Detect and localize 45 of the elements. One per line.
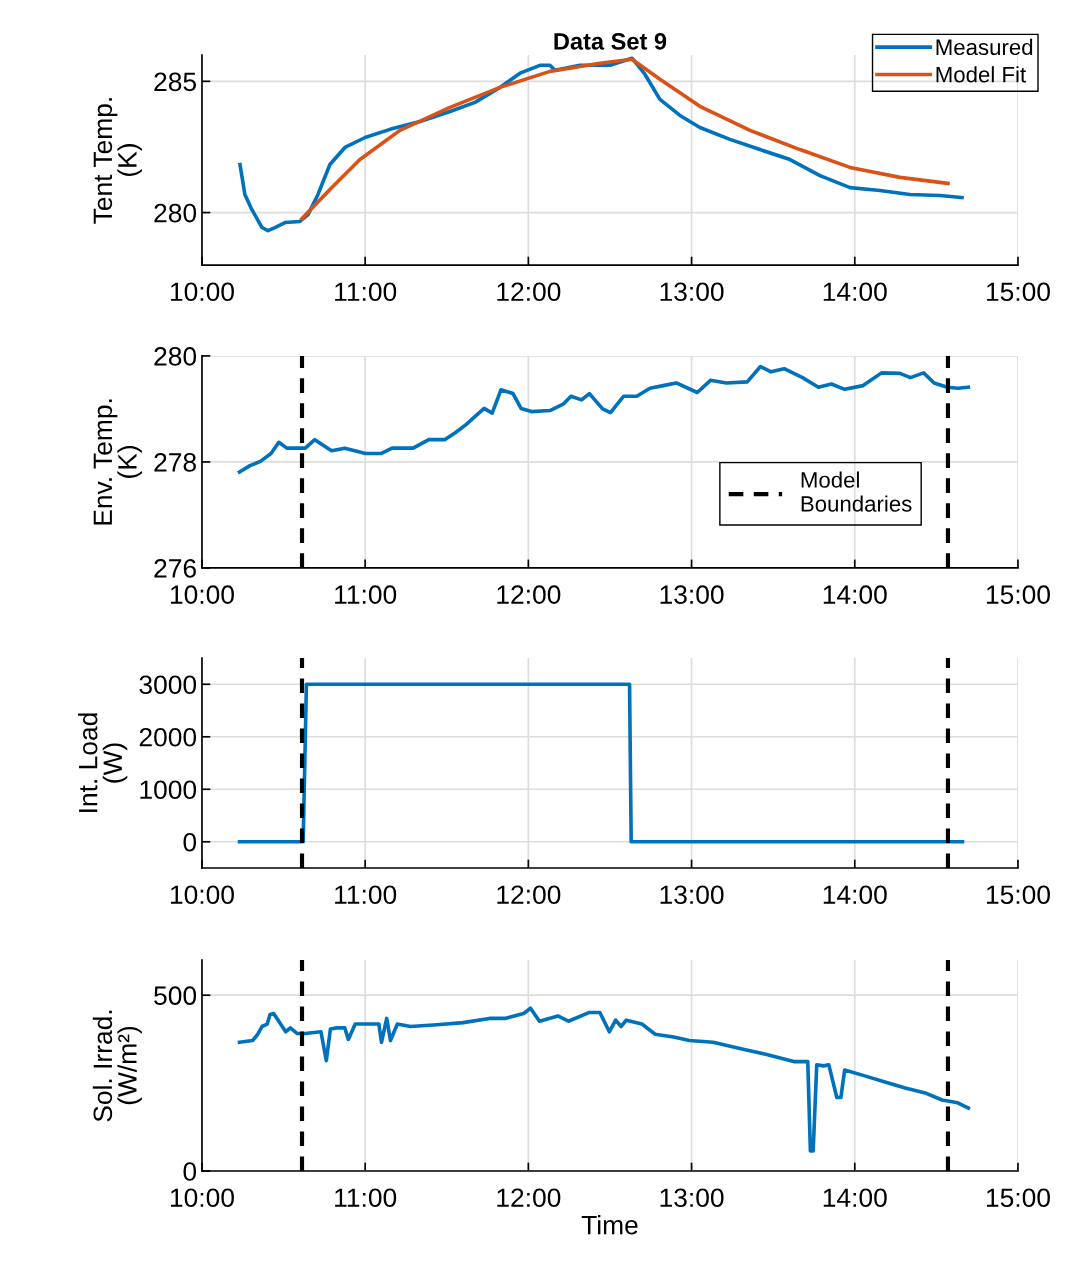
- y-tick-label: 0: [183, 832, 197, 852]
- x-tick-label: 13:00: [660, 885, 724, 905]
- x-tick-label: 10:00: [170, 585, 234, 604]
- x-tick-label: 15:00: [986, 585, 1050, 604]
- y-tick-label: 2000: [139, 727, 197, 747]
- chart-title: Data Set 9: [554, 33, 667, 50]
- y-tick-label: 3000: [139, 675, 197, 695]
- x-tick-label: 15:00: [986, 1188, 1050, 1208]
- x-tick-label: 13:00: [660, 282, 724, 302]
- x-tick-label: 11:00: [335, 585, 397, 604]
- x-tick-label: 12:00: [497, 885, 561, 905]
- y-axis-title: Tent Temp. (K): [93, 98, 142, 224]
- y-tick-label: 1000: [140, 780, 197, 800]
- x-tick-label: 15:00: [986, 885, 1050, 905]
- x-tick-label: 10:00: [170, 1188, 234, 1208]
- x-tick-label: 13:00: [660, 1188, 724, 1208]
- x-tick-label: 12:00: [497, 282, 561, 302]
- legend-label: Measured: [936, 38, 1033, 56]
- x-tick-label: 11:00: [335, 1188, 397, 1208]
- y-tick-label: 285: [154, 72, 196, 92]
- x-tick-label: 12:00: [497, 1188, 561, 1208]
- ref-line-label: Model Boundaries: [801, 471, 912, 512]
- y-tick-label: 0: [183, 1162, 197, 1181]
- x-tick-label: 13:00: [660, 585, 724, 604]
- x-tick-label: 14:00: [823, 282, 887, 302]
- y-tick-label: 500: [154, 986, 197, 1006]
- x-tick-label: 14:00: [823, 1188, 887, 1208]
- y-axis-title: Env. Temp. (K): [93, 399, 142, 525]
- line-series: [237, 1006, 971, 1153]
- legend-label: Model Fit: [936, 66, 1026, 83]
- x-tick-label: 15:00: [986, 282, 1050, 302]
- x-tick-label: 12:00: [497, 585, 561, 604]
- x-axis-title: Time: [581, 1215, 638, 1235]
- y-tick-label: 278: [154, 453, 196, 472]
- x-tick-label: 11:00: [335, 885, 397, 905]
- x-tick-label: 10:00: [170, 885, 234, 905]
- x-tick-label: 10:00: [170, 282, 234, 302]
- y-axis-title: Int. Load (W): [78, 713, 128, 812]
- y-axis-title: Sol. Irrad. (W/m²): [92, 1010, 142, 1122]
- x-tick-label: 14:00: [823, 585, 887, 604]
- x-tick-label: 11:00: [335, 282, 397, 302]
- y-tick-label: 280: [154, 347, 197, 366]
- y-tick-label: 280: [154, 203, 197, 223]
- y-tick-label: 276: [154, 559, 196, 578]
- x-tick-label: 14:00: [823, 885, 887, 905]
